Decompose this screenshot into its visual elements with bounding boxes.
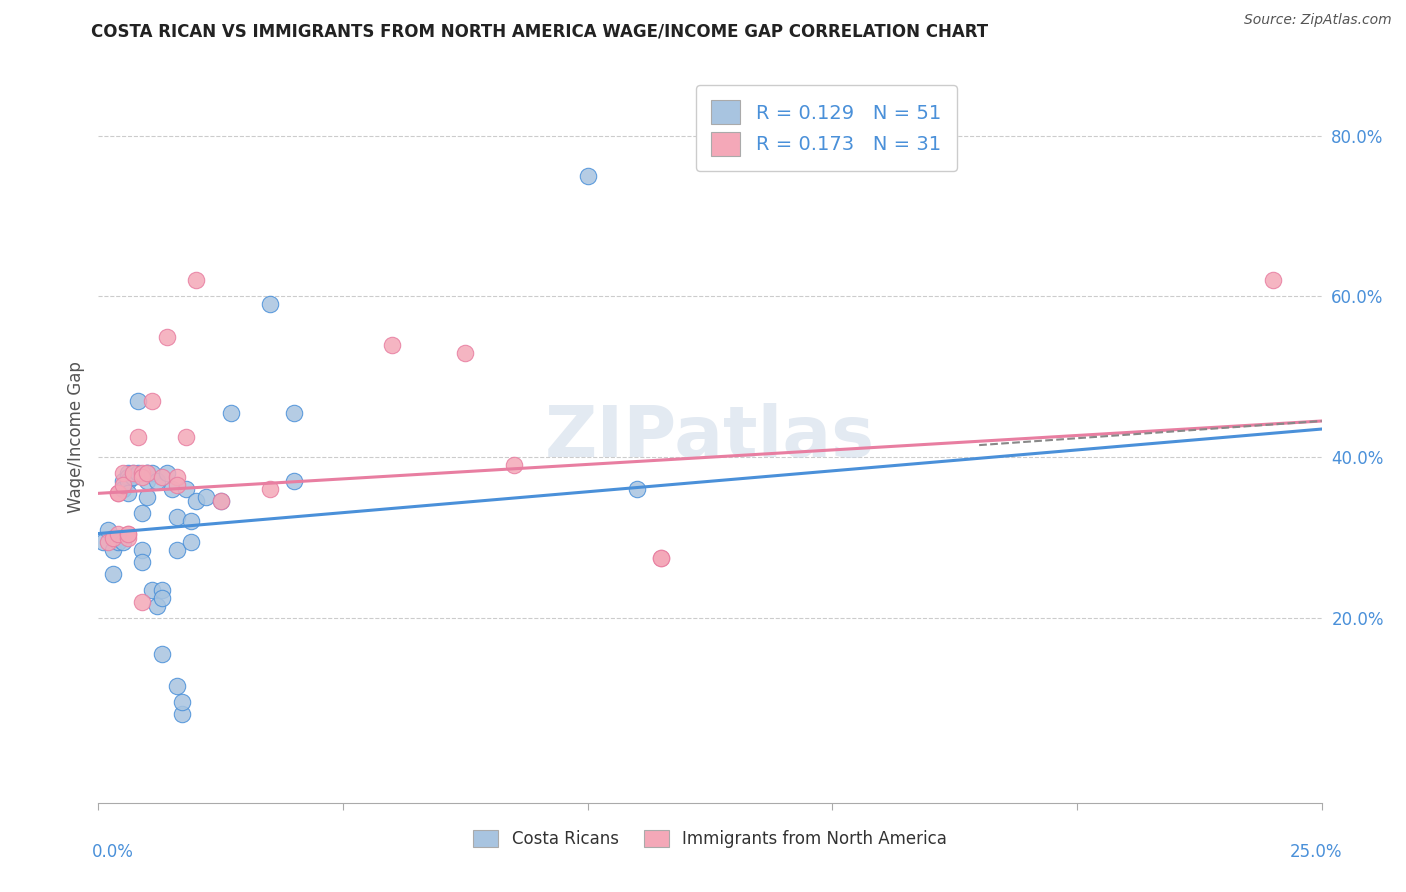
Point xyxy=(176,483,198,497)
Point xyxy=(650,550,672,565)
Point xyxy=(131,467,153,481)
Point xyxy=(166,470,188,484)
Point xyxy=(650,550,672,565)
Point xyxy=(101,566,124,581)
Point xyxy=(117,526,139,541)
Point xyxy=(117,467,139,481)
Point xyxy=(141,467,163,481)
Point xyxy=(107,526,129,541)
Point xyxy=(117,475,139,489)
Point xyxy=(141,393,163,408)
Point xyxy=(503,458,526,473)
Point xyxy=(127,430,149,444)
Point xyxy=(176,430,198,444)
Point xyxy=(97,534,120,549)
Point xyxy=(111,467,134,481)
Point xyxy=(117,531,139,545)
Point xyxy=(150,470,173,484)
Point xyxy=(166,542,188,557)
Point xyxy=(136,467,159,481)
Point xyxy=(166,510,188,524)
Point xyxy=(186,273,208,287)
Point xyxy=(131,542,153,557)
Point xyxy=(150,582,173,597)
Text: ZIPatlas: ZIPatlas xyxy=(546,402,875,472)
Point xyxy=(121,467,143,481)
Point xyxy=(146,599,169,613)
Point xyxy=(136,491,159,505)
Point xyxy=(101,531,124,545)
Text: 0.0%: 0.0% xyxy=(91,843,134,861)
Point xyxy=(576,169,599,183)
Point xyxy=(121,467,143,481)
Point xyxy=(117,486,139,500)
Point xyxy=(111,534,134,549)
Y-axis label: Wage/Income Gap: Wage/Income Gap xyxy=(66,361,84,513)
Point xyxy=(170,707,193,722)
Point xyxy=(195,491,218,505)
Point xyxy=(381,337,404,351)
Point xyxy=(259,483,281,497)
Point xyxy=(107,486,129,500)
Point xyxy=(209,494,232,508)
Point xyxy=(136,467,159,481)
Point xyxy=(454,345,477,359)
Point xyxy=(186,494,208,508)
Point xyxy=(156,467,179,481)
Point xyxy=(107,531,129,545)
Point xyxy=(1261,273,1284,287)
Point xyxy=(117,526,139,541)
Point xyxy=(160,483,183,497)
Point xyxy=(209,494,232,508)
Point xyxy=(136,467,159,481)
Point xyxy=(91,534,114,549)
Point xyxy=(166,478,188,492)
Point xyxy=(146,475,169,489)
Point xyxy=(150,647,173,661)
Point xyxy=(180,534,202,549)
Point xyxy=(136,475,159,489)
Point xyxy=(127,467,149,481)
Point xyxy=(180,515,202,529)
Point xyxy=(97,523,120,537)
Point xyxy=(283,475,305,489)
Point xyxy=(121,470,143,484)
Point xyxy=(626,483,648,497)
Point xyxy=(283,406,305,420)
Point xyxy=(141,582,163,597)
Point xyxy=(131,595,153,609)
Point xyxy=(170,695,193,709)
Point xyxy=(111,475,134,489)
Text: 25.0%: 25.0% xyxy=(1291,843,1343,861)
Point xyxy=(219,406,242,420)
Point xyxy=(127,393,149,408)
Point xyxy=(259,297,281,311)
Text: Source: ZipAtlas.com: Source: ZipAtlas.com xyxy=(1244,13,1392,28)
Point xyxy=(111,483,134,497)
Point xyxy=(150,591,173,605)
Text: COSTA RICAN VS IMMIGRANTS FROM NORTH AMERICA WAGE/INCOME GAP CORRELATION CHART: COSTA RICAN VS IMMIGRANTS FROM NORTH AME… xyxy=(91,22,988,40)
Point xyxy=(131,470,153,484)
Point xyxy=(101,542,124,557)
Point xyxy=(131,507,153,521)
Point xyxy=(107,486,129,500)
Point xyxy=(111,483,134,497)
Point xyxy=(117,470,139,484)
Point xyxy=(166,679,188,693)
Point xyxy=(107,534,129,549)
Point xyxy=(111,478,134,492)
Point xyxy=(131,555,153,569)
Point xyxy=(156,329,179,343)
Legend: Costa Ricans, Immigrants from North America: Costa Ricans, Immigrants from North Amer… xyxy=(465,822,955,856)
